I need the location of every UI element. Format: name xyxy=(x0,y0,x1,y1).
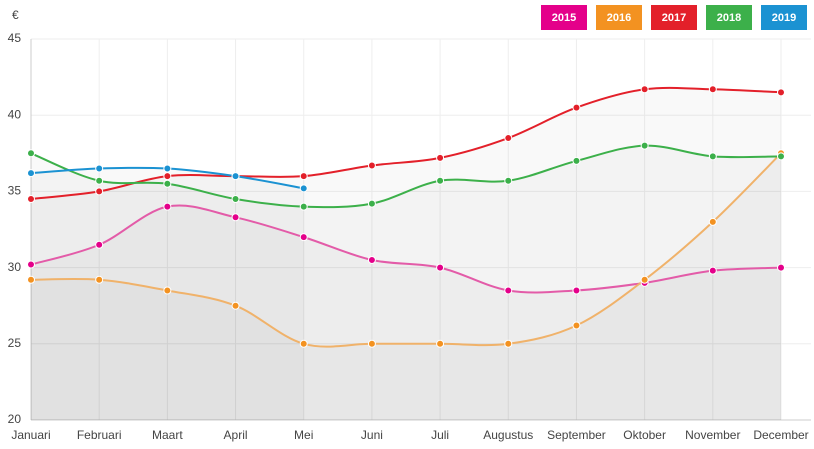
point xyxy=(640,85,649,94)
point xyxy=(95,240,104,249)
x-tick-label: September xyxy=(547,428,606,442)
y-tick-label: 20 xyxy=(8,412,22,426)
point xyxy=(777,88,785,97)
point xyxy=(95,187,104,196)
point xyxy=(708,85,717,94)
point xyxy=(504,176,513,185)
x-tick-label: Mei xyxy=(294,428,313,442)
point xyxy=(163,286,172,295)
y-tick-label: 35 xyxy=(8,184,22,198)
point xyxy=(436,339,445,348)
x-tick-label: November xyxy=(685,428,740,442)
x-tick-label: Juli xyxy=(431,428,449,442)
legend-swatch xyxy=(541,5,587,30)
y-tick-label: 25 xyxy=(8,336,22,350)
point xyxy=(163,164,172,173)
point xyxy=(95,176,104,185)
point xyxy=(436,153,445,162)
point xyxy=(504,134,513,143)
x-tick-label: Januari xyxy=(11,428,50,442)
legend-label: 2017 xyxy=(662,12,686,24)
point xyxy=(231,213,240,222)
x-tick-label: Maart xyxy=(152,428,183,442)
legend-swatch xyxy=(761,5,807,30)
y-tick-label: 30 xyxy=(8,260,22,274)
legend-swatch xyxy=(596,5,642,30)
point xyxy=(27,169,35,178)
point xyxy=(27,195,35,204)
point xyxy=(367,339,376,348)
point xyxy=(504,286,513,295)
grid xyxy=(30,38,811,421)
legend-label: 2018 xyxy=(717,12,741,24)
point xyxy=(163,179,172,188)
point xyxy=(708,152,717,161)
point xyxy=(231,301,240,310)
point xyxy=(640,275,649,284)
point xyxy=(163,202,172,211)
x-tick-label: December xyxy=(753,428,808,442)
point xyxy=(777,263,785,272)
point xyxy=(572,103,581,112)
point xyxy=(27,149,35,158)
point xyxy=(299,184,308,193)
point xyxy=(436,263,445,272)
legend-swatch xyxy=(651,5,697,30)
x-tick-label: Februari xyxy=(77,428,122,442)
x-tick-label: Oktober xyxy=(623,428,666,442)
point xyxy=(299,202,308,211)
point xyxy=(504,339,513,348)
line xyxy=(30,144,782,209)
point xyxy=(27,275,35,284)
x-tick-label: April xyxy=(224,428,248,442)
point xyxy=(367,255,376,264)
point xyxy=(367,199,376,208)
point xyxy=(95,275,104,284)
point xyxy=(299,172,308,181)
points xyxy=(27,85,785,348)
point xyxy=(436,176,445,185)
point xyxy=(367,161,376,170)
point xyxy=(299,339,308,348)
areas xyxy=(31,88,781,420)
point xyxy=(95,164,104,173)
point xyxy=(572,321,581,330)
point xyxy=(299,233,308,242)
point xyxy=(163,172,172,181)
y-tick-label: 40 xyxy=(8,107,22,121)
y-axis-label: € xyxy=(12,8,19,22)
point xyxy=(572,156,581,165)
point xyxy=(708,266,717,275)
legend-label: 2016 xyxy=(607,12,631,24)
point xyxy=(708,217,717,226)
line xyxy=(30,204,782,294)
point xyxy=(27,260,35,269)
point xyxy=(231,172,240,181)
x-tick-label: Augustus xyxy=(483,428,533,442)
point xyxy=(572,286,581,295)
y-tick-label: 45 xyxy=(8,31,22,45)
legend-swatch xyxy=(706,5,752,30)
point xyxy=(640,141,649,150)
legend-label: 2015 xyxy=(552,12,576,24)
point xyxy=(231,195,240,204)
legend-label: 2019 xyxy=(772,12,796,24)
x-tick-label: Juni xyxy=(361,428,383,442)
line xyxy=(30,86,782,201)
point xyxy=(777,152,785,161)
